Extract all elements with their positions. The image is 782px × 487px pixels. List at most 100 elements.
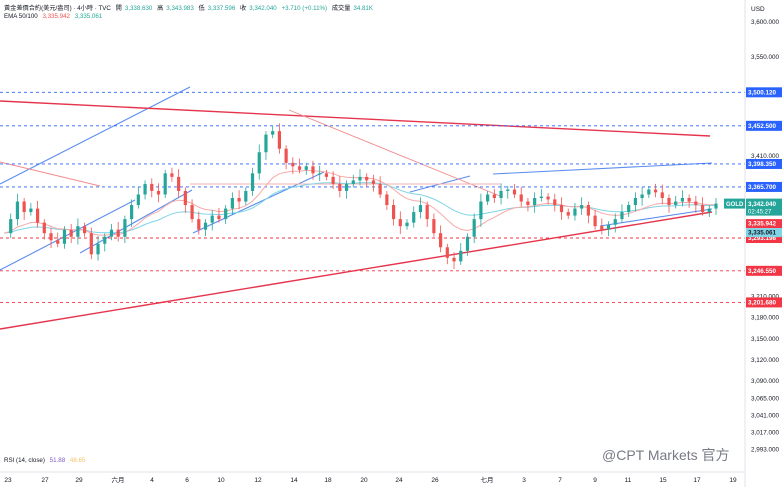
candle-body (660, 192, 664, 198)
candle-body (539, 196, 543, 198)
price-tick-label: 3,017.000 (751, 429, 780, 436)
key-level-tag (746, 265, 782, 276)
candle-body (472, 219, 476, 237)
time-tick-label: 7 (558, 477, 562, 484)
change-value: +3.710 (+0.11%) (281, 5, 328, 12)
candle-body (486, 194, 490, 202)
candle-body (183, 190, 187, 206)
time-tick-label: 27 (41, 477, 49, 484)
candle-body (56, 240, 60, 244)
candle-body (432, 219, 436, 234)
candle-body (526, 201, 530, 206)
candle-body (338, 183, 342, 191)
key-level-tag-text: 3,293.198 (748, 235, 777, 242)
candle-body (130, 205, 134, 220)
price-tick-label: 3,090.000 (751, 378, 780, 385)
time-tick-label: 15 (659, 477, 667, 484)
ema-price-tag-text: 3,335.942 (748, 221, 777, 228)
low-value: 3,337.596 (207, 5, 236, 12)
candle-body (76, 226, 80, 237)
symbol-title[interactable]: 黃金差價合約(美元/盎司) · 4小時 · TVC (4, 5, 111, 12)
price-tick-label: 3,210.000 (751, 294, 780, 301)
currency-label: USD (751, 6, 765, 13)
key-level-tag (746, 87, 782, 98)
candle-body (378, 183, 382, 195)
time-tick-label: 14 (290, 477, 298, 484)
time-tick-label: 七月 (481, 475, 494, 484)
price-tick-label: 3,150.000 (751, 336, 780, 343)
price-tick-label: 3,180.000 (751, 315, 780, 322)
time-tick-label: 17 (693, 477, 701, 484)
candle-body (331, 176, 335, 184)
price-tick-label: 3,065.000 (751, 396, 780, 403)
candle-body (667, 198, 671, 206)
time-tick-label: 26 (431, 477, 439, 484)
candle-body (553, 199, 557, 206)
candle-body (244, 190, 248, 202)
ema-price-tag-text: 3,335.061 (748, 230, 777, 237)
candle-body (15, 201, 20, 220)
channel-line-top-right (492, 162, 713, 175)
symbol-tag (724, 198, 745, 209)
time-tick-label: 19 (729, 477, 737, 484)
candle-body (62, 229, 67, 244)
rsi-label[interactable]: RSI (14, close) (4, 457, 45, 464)
ema-legend: EMA 50/100 3,335.942 3,335.061 (4, 13, 105, 20)
ema-price-tag (746, 219, 782, 229)
candle-body (324, 173, 329, 177)
volume-value: 34.81K (353, 5, 374, 12)
candle-body (385, 194, 389, 206)
trendline-resistance (0, 100, 711, 137)
candle-body (694, 201, 698, 206)
symbol-info-line: 黃金差價合約(美元/盎司) · 4小時 · TVC 開 3,338.630 高 3,… (4, 3, 376, 12)
candle-body (452, 257, 456, 262)
candle-body (136, 194, 140, 206)
candle-body (600, 226, 604, 230)
key-level-tag (746, 232, 782, 243)
watermark: @CPT Markets 官方 (602, 447, 730, 463)
candle-body (559, 205, 564, 213)
time-axis: 23 27 29 六月 4 6 10 12 14 18 20 24 26 七月 3 7 9 11 15 17 19 (0, 0, 746, 487)
candle-body (177, 176, 181, 191)
candle-body (156, 190, 161, 195)
ema50-value: 3,335.942 (42, 13, 70, 20)
candle-body (613, 219, 617, 225)
ema-label[interactable]: EMA 50/100 (4, 13, 38, 20)
candle-body (318, 173, 322, 175)
candle-body (264, 134, 268, 153)
rsi-value-1: 51.88 (49, 457, 66, 464)
candle-body (586, 205, 590, 216)
candle-body (351, 180, 355, 184)
candle-body (49, 233, 53, 241)
level-lines (0, 91, 745, 303)
high-value: 3,343.983 (166, 5, 194, 12)
candle-body (9, 219, 13, 234)
price-tick-label: 3,550.000 (751, 54, 780, 61)
channel-line-lower (79, 189, 193, 254)
candle-body (512, 189, 517, 195)
price-axis: 3,600.000 3,550.000 3,410.000 3,210.000 3,18… (751, 19, 780, 453)
candle-body (479, 201, 483, 220)
candle-body (633, 198, 637, 206)
key-level-tag (746, 158, 782, 169)
candle-body (123, 219, 127, 237)
time-tick-label: 11 (625, 477, 632, 484)
candle-body (143, 183, 147, 195)
candle-body (573, 208, 577, 216)
key-level-tag (746, 297, 782, 308)
open-value: 3,338.630 (124, 5, 153, 12)
rsi-value-2: 48.65 (69, 457, 86, 464)
key-level-tag (746, 181, 782, 192)
candle-body (445, 247, 449, 258)
time-tick-label: 4 (150, 477, 154, 484)
key-level-tag-text: 3,365.700 (748, 184, 777, 191)
candle-body (203, 222, 208, 230)
candle-body (418, 205, 423, 213)
candle-body (506, 189, 510, 191)
candle-body (580, 205, 584, 209)
channel-line-left (0, 199, 136, 271)
candle-body (627, 205, 631, 213)
time-tick-label: 六月 (112, 475, 125, 484)
candle-body (284, 148, 288, 163)
